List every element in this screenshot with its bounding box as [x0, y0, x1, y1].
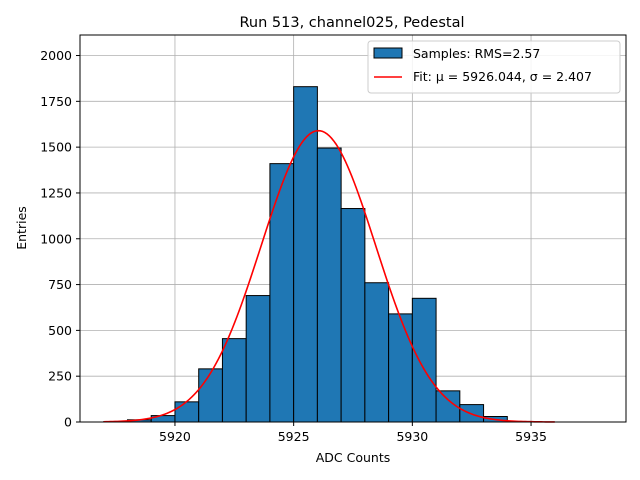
x-tick-label: 5925 — [278, 429, 310, 444]
x-axis-ticks: 5920 5925 5930 5935 — [159, 422, 547, 444]
x-tick-label: 5935 — [515, 429, 547, 444]
legend-label-samples: Samples: RMS=2.57 — [413, 46, 540, 61]
y-tick-label: 500 — [48, 323, 72, 338]
y-tick-label: 1000 — [40, 231, 72, 246]
y-tick-label: 1250 — [40, 185, 72, 200]
x-tick-label: 5930 — [396, 429, 428, 444]
histogram-bar — [269, 163, 295, 423]
x-tick-label: 5920 — [159, 429, 191, 444]
y-axis-ticks: 0 250 500 750 1000 1250 1500 1750 2000 — [40, 48, 80, 430]
histogram-bar — [245, 295, 271, 423]
y-tick-label: 1500 — [40, 140, 72, 155]
y-tick-label: 250 — [48, 369, 72, 384]
histogram-bar — [388, 313, 413, 423]
plot-frame — [79, 34, 627, 423]
y-axis-label: Entries — [14, 206, 29, 250]
legend-box — [367, 40, 621, 94]
y-tick-label: 750 — [48, 277, 72, 292]
histogram-bar — [174, 401, 200, 423]
x-axis-label: ADC Counts — [316, 450, 391, 465]
histogram-bar — [364, 282, 390, 423]
histogram-bars — [103, 86, 532, 423]
y-tick-label: 1750 — [40, 94, 72, 109]
legend-label-fit: Fit: μ = 5926.044, σ = 2.407 — [413, 69, 592, 84]
fit-curve — [103, 129, 555, 423]
histogram-bar — [411, 297, 437, 423]
legend-swatch-samples — [373, 47, 403, 59]
legend: Samples: RMS=2.57 Fit: μ = 5926.044, σ =… — [367, 40, 621, 94]
y-tick-label: 0 — [64, 415, 72, 430]
y-tick-label: 2000 — [40, 48, 72, 63]
chart-title: Run 513, channel025, Pedestal — [239, 15, 464, 31]
histogram-bar — [198, 368, 223, 423]
histogram-bar — [221, 338, 247, 423]
histogram-bar — [316, 147, 342, 423]
histogram-bar — [340, 208, 366, 423]
